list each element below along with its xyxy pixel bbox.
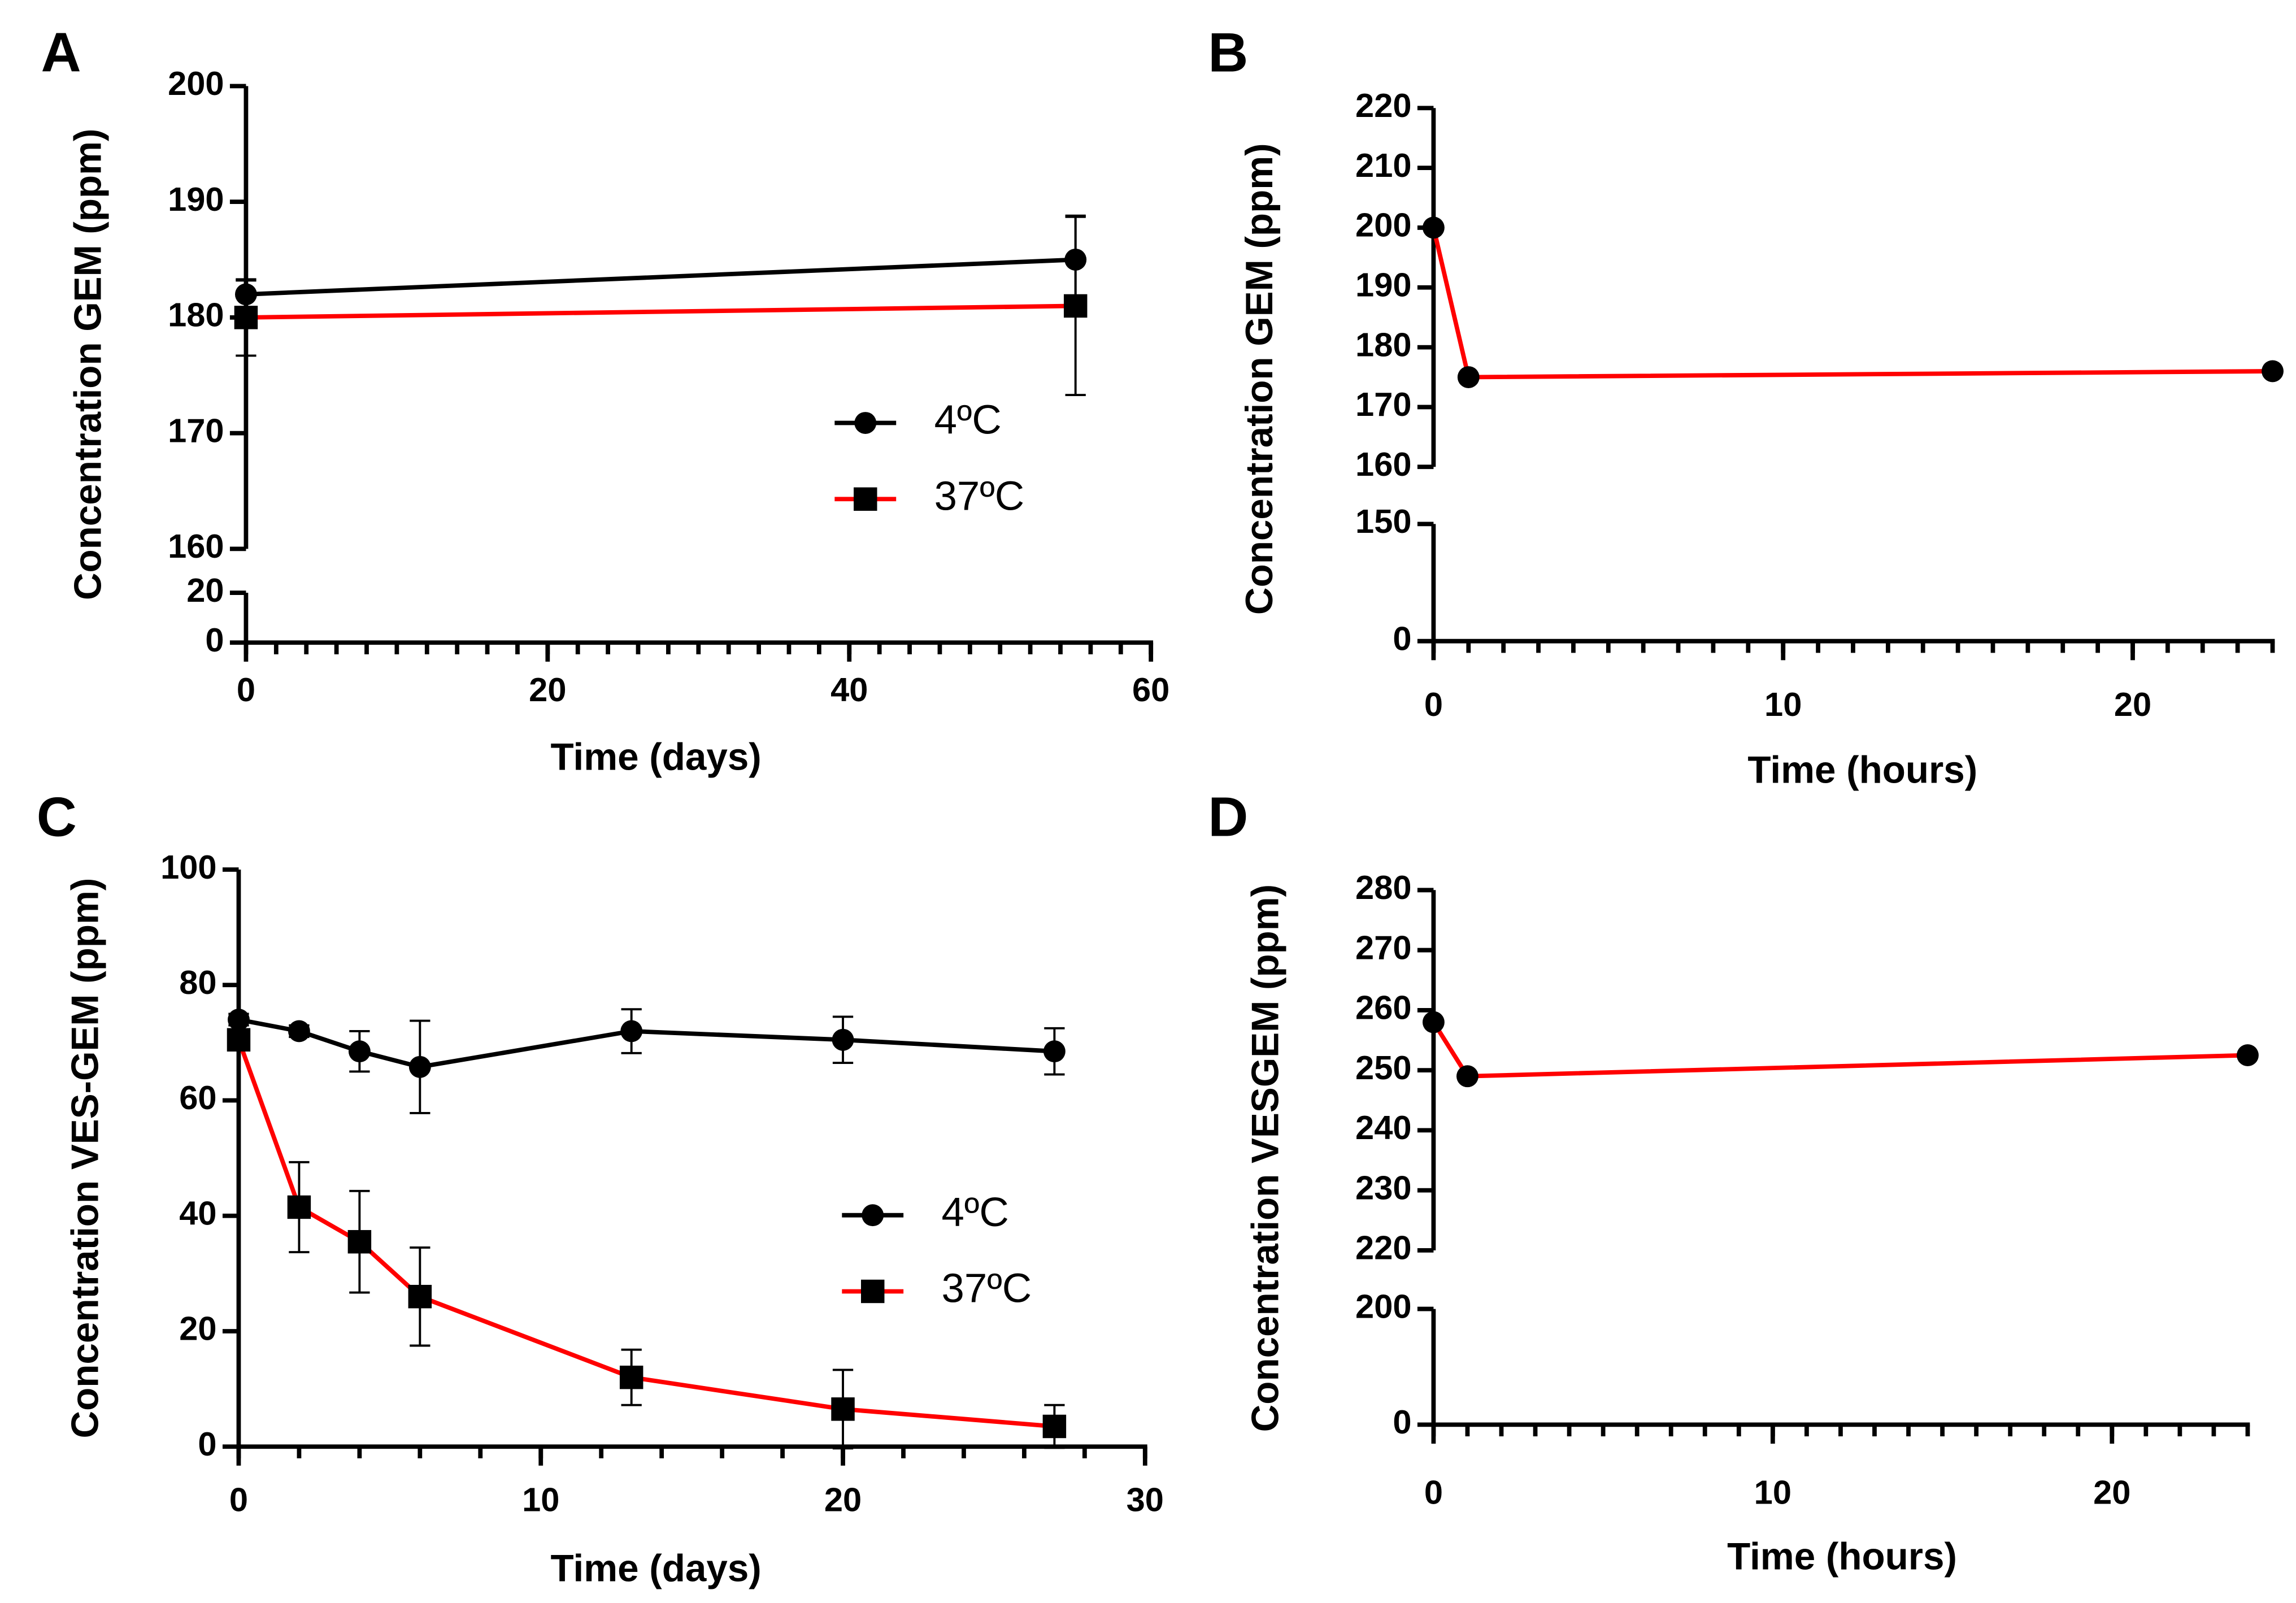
- marker: [1422, 216, 1445, 239]
- y-tick-label: 240: [1355, 1109, 1411, 1146]
- panel-label: A: [41, 21, 81, 84]
- marker: [2237, 1044, 2259, 1066]
- marker: [1422, 1011, 1445, 1033]
- marker: [1457, 366, 1480, 388]
- y-tick-label: 180: [1355, 325, 1411, 363]
- x-axis-title: Time (hours): [1727, 1536, 1957, 1578]
- x-tick-label: 0: [229, 1480, 248, 1518]
- x-tick-label: 60: [1132, 671, 1169, 709]
- legend-marker: [861, 1279, 885, 1304]
- panel-label: C: [37, 786, 77, 848]
- y-axis-title: Concentration GEM (ppm): [67, 129, 109, 601]
- marker: [832, 1028, 854, 1051]
- y-tick-label: 280: [1355, 868, 1411, 906]
- y-tick-label: 160: [1355, 445, 1411, 483]
- marker: [347, 1230, 372, 1254]
- x-tick-label: 20: [824, 1480, 862, 1518]
- marker: [1063, 294, 1088, 318]
- marker: [408, 1284, 432, 1309]
- y-tick-label: 260: [1355, 989, 1411, 1027]
- marker: [287, 1195, 311, 1219]
- marker: [234, 283, 257, 306]
- x-axis-title: Time (days): [551, 736, 762, 778]
- y-tick-label: 0: [1393, 1403, 1411, 1441]
- y-tick-label: 220: [1355, 1229, 1411, 1267]
- marker: [227, 1028, 251, 1052]
- marker: [619, 1365, 643, 1389]
- y-tick-label: 20: [186, 571, 224, 609]
- y-tick-label: 80: [179, 963, 216, 1001]
- x-tick-label: 20: [529, 671, 566, 709]
- legend-label: 4ºC: [934, 397, 1002, 443]
- x-tick-label: 10: [1764, 685, 1802, 723]
- series-line: [1432, 1021, 2248, 1079]
- x-tick-label: 10: [522, 1480, 559, 1518]
- y-tick-label: 190: [1355, 266, 1411, 304]
- x-tick-label: 0: [1424, 1473, 1443, 1511]
- y-tick-label: 270: [1355, 928, 1411, 966]
- x-tick-label: 30: [1127, 1480, 1164, 1518]
- y-tick-label: 100: [160, 848, 216, 886]
- marker: [1043, 1040, 1066, 1063]
- marker: [1456, 1065, 1479, 1088]
- y-tick-label: 200: [168, 64, 224, 102]
- y-axis-title: Concentration VESGEM (ppm): [1244, 884, 1286, 1432]
- y-tick-label: 170: [168, 411, 224, 449]
- panel-label: B: [1208, 21, 1248, 84]
- x-tick-label: 0: [237, 671, 255, 709]
- y-tick-label: 200: [1355, 206, 1411, 244]
- x-tick-label: 40: [830, 671, 868, 709]
- x-tick-label: 20: [2093, 1473, 2130, 1511]
- y-tick-label: 210: [1355, 146, 1411, 184]
- y-axis-title: Concentration GEM (ppm): [1238, 143, 1281, 615]
- y-tick-label: 220: [1355, 86, 1411, 124]
- marker: [288, 1020, 310, 1042]
- marker: [1064, 249, 1087, 271]
- x-axis-title: Time (hours): [1747, 749, 1977, 792]
- marker: [1042, 1414, 1067, 1439]
- y-tick-label: 150: [1355, 502, 1411, 540]
- marker: [228, 1009, 250, 1031]
- y-tick-label: 60: [179, 1079, 216, 1117]
- y-tick-label: 200: [1355, 1287, 1411, 1325]
- y-tick-label: 160: [168, 527, 224, 565]
- y-tick-label: 0: [205, 621, 224, 659]
- y-tick-label: 250: [1355, 1049, 1411, 1087]
- legend-label: 4ºC: [942, 1189, 1009, 1235]
- series-line: [246, 303, 1076, 320]
- series-line: [1431, 227, 2273, 380]
- marker: [831, 1397, 855, 1421]
- y-tick-label: 20: [179, 1310, 216, 1348]
- marker: [348, 1040, 371, 1063]
- series-line: [246, 257, 1076, 297]
- y-axis-title: Concentration VES-GEM (ppm): [64, 878, 106, 1439]
- y-tick-label: 40: [179, 1194, 216, 1232]
- legend-label: 37ºC: [942, 1266, 1032, 1311]
- x-axis-title: Time (days): [551, 1547, 762, 1589]
- y-tick-label: 190: [168, 180, 224, 218]
- y-tick-label: 180: [168, 296, 224, 334]
- marker: [2262, 360, 2284, 383]
- y-tick-label: 0: [198, 1425, 216, 1463]
- x-tick-label: 20: [2114, 685, 2151, 723]
- legend-label: 37ºC: [934, 473, 1025, 519]
- legend-marker: [854, 412, 877, 434]
- y-tick-label: 0: [1393, 619, 1411, 657]
- panel-label: D: [1208, 786, 1248, 848]
- y-tick-label: 230: [1355, 1168, 1411, 1206]
- x-tick-label: 10: [1754, 1473, 1791, 1511]
- legend-marker: [862, 1204, 884, 1227]
- marker: [620, 1020, 643, 1042]
- y-tick-label: 170: [1355, 385, 1411, 423]
- x-tick-label: 0: [1424, 685, 1443, 723]
- marker: [408, 1055, 431, 1078]
- legend-marker: [854, 487, 877, 511]
- marker: [234, 306, 258, 329]
